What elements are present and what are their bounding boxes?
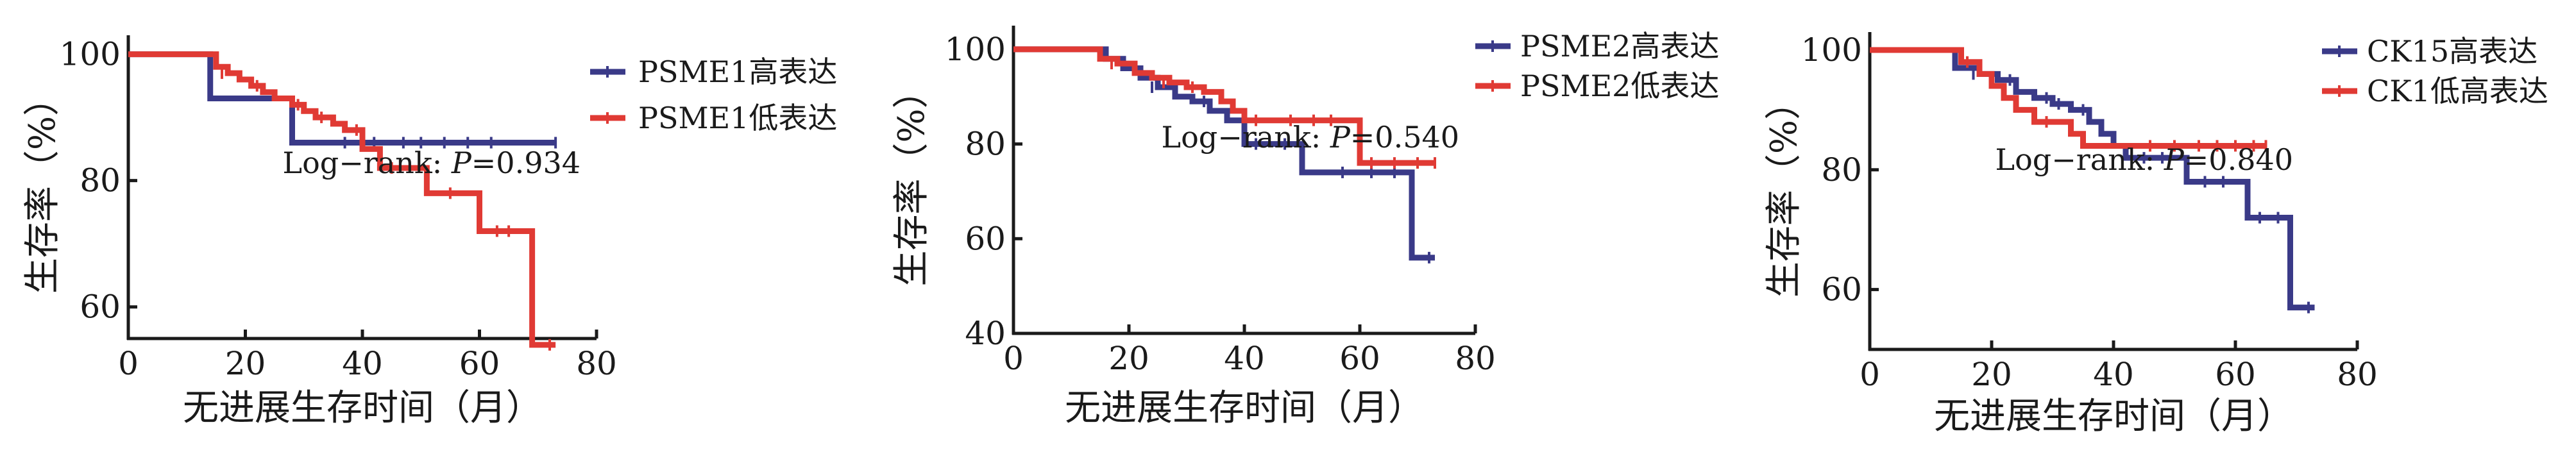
y-tick-label: 40 — [965, 315, 1006, 352]
y-tick-label: 60 — [80, 289, 121, 326]
x-axis-label: 无进展生存时间（月） — [1065, 387, 1424, 429]
km-panel-2: 0 20 40 60 80 40 60 80 100 无进展生存时间（月） 生存率（%） PSME2高… — [891, 26, 1719, 429]
logrank-value: =0.540 — [1350, 120, 1459, 155]
km-panel-3: 0 20 40 60 80 60 80 100 无进展生存时间（月） 生存率（%） CK15高表达 C… — [1763, 31, 2548, 437]
logrank-annotation: Log−rank: P=0.540 — [1162, 120, 1459, 155]
km-panel-1: 0 20 40 60 80 60 80 100 无进展生存时间（月） 生存率（%） PSME1高表达… — [22, 35, 837, 429]
x-tick-label: 0 — [1003, 340, 1024, 377]
x-tick-label: 60 — [1339, 340, 1380, 377]
x-tick-label: 20 — [1971, 356, 2012, 393]
y-axis-label: 生存率（%） — [1763, 84, 1805, 297]
logrank-prefix: Log−rank: — [1996, 142, 2164, 177]
x-axis-label: 无进展生存时间（月） — [1934, 396, 2293, 437]
x-tick-label: 60 — [2215, 356, 2256, 393]
legend-label: CK15高表达 — [2367, 34, 2538, 69]
x-tick-label: 20 — [225, 345, 266, 382]
logrank-p-symbol: P — [451, 146, 472, 180]
km-curve-low — [128, 51, 556, 348]
logrank-p-symbol: P — [1330, 120, 1351, 155]
logrank-annotation: Log−rank: P=0.840 — [1996, 142, 2293, 177]
x-tick-label: 20 — [1108, 340, 1149, 377]
x-tick-label: 80 — [2337, 356, 2378, 393]
x-tick-label: 40 — [2093, 356, 2134, 393]
x-axis-label: 无进展生存时间（月） — [183, 387, 542, 429]
y-tick-label: 60 — [965, 220, 1006, 257]
x-tick-label: 60 — [459, 345, 500, 382]
legend-item-high: PSME2高表达 — [1475, 29, 1719, 63]
logrank-prefix: Log−rank: — [1162, 120, 1330, 155]
x-tick-label: 40 — [342, 345, 383, 382]
x-tick-label: 0 — [118, 345, 139, 382]
km-curve-low — [1013, 46, 1435, 166]
x-tick-label: 40 — [1224, 340, 1265, 377]
y-tick-label: 100 — [1801, 31, 1862, 69]
logrank-value: =0.840 — [2184, 142, 2293, 177]
legend-item-high: PSME1高表达 — [590, 54, 837, 89]
y-axis-label: 生存率（%） — [22, 80, 64, 294]
legend-item-low: CK1低高表达 — [2322, 74, 2548, 108]
x-tick-label: 80 — [1455, 340, 1496, 377]
x-tick-label: 80 — [576, 345, 617, 382]
y-tick-label: 80 — [80, 162, 121, 199]
km-curve-high — [128, 51, 556, 146]
logrank-prefix: Log−rank: — [283, 146, 452, 180]
legend-item-low: PSME1低表达 — [590, 101, 837, 135]
y-tick-label: 80 — [965, 126, 1006, 163]
km-curve-high — [1870, 47, 2315, 311]
y-axis-label: 生存率（%） — [891, 72, 933, 286]
legend-item-high: CK15高表达 — [2322, 34, 2538, 69]
x-tick-label: 0 — [1860, 356, 1880, 393]
legend-item-low: PSME2低表达 — [1475, 69, 1719, 103]
logrank-p-symbol: P — [2164, 142, 2185, 177]
y-tick-label: 60 — [1821, 271, 1862, 308]
y-tick-label: 100 — [60, 36, 121, 73]
legend-label: PSME2高表达 — [1520, 29, 1719, 63]
logrank-value: =0.934 — [471, 146, 580, 180]
legend-label: PSME2低表达 — [1520, 69, 1719, 103]
legend-label: CK1低高表达 — [2367, 74, 2548, 108]
y-tick-label: 80 — [1821, 151, 1862, 188]
km-curve-low — [1870, 47, 2266, 149]
y-tick-label: 100 — [945, 31, 1006, 68]
logrank-annotation: Log−rank: P=0.934 — [283, 146, 580, 180]
legend-label: PSME1高表达 — [638, 54, 837, 89]
legend-label: PSME1低表达 — [638, 101, 837, 135]
